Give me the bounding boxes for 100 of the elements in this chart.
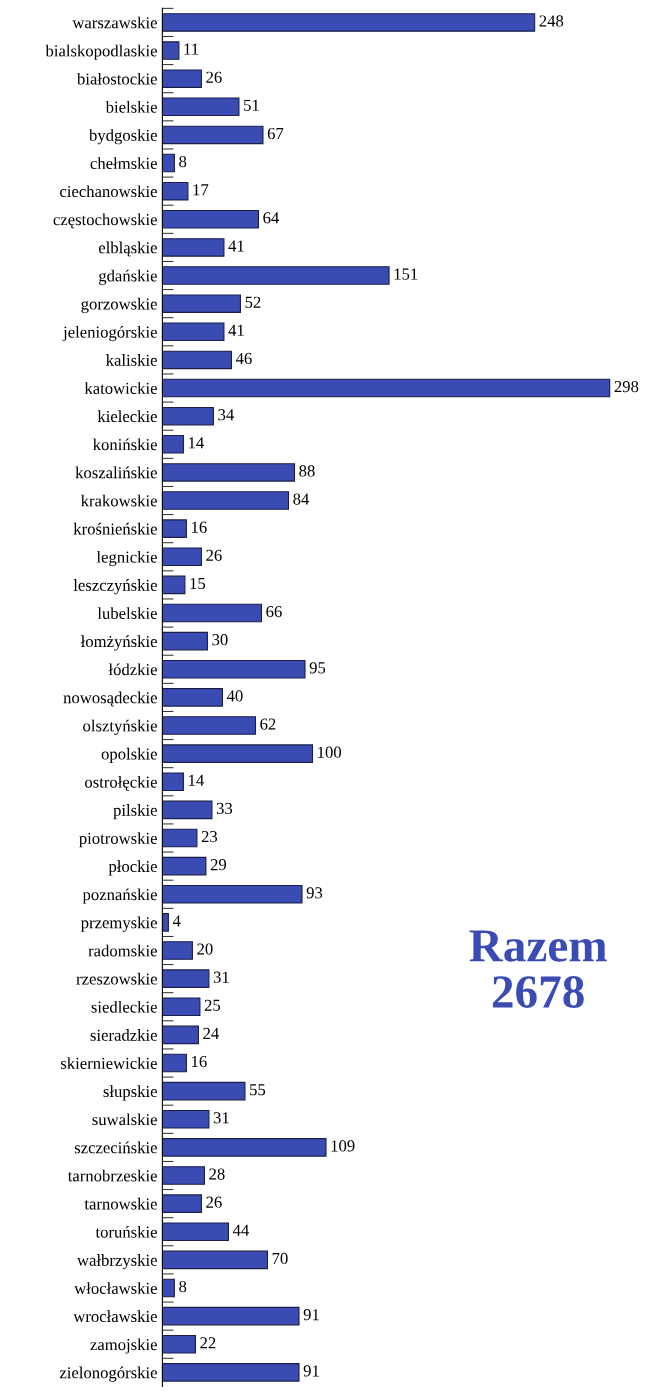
bar bbox=[162, 13, 536, 32]
bar bbox=[162, 181, 189, 201]
y-tick-label: tarnowskie bbox=[84, 1197, 157, 1210]
y-tick-label: nowosądeckie bbox=[63, 691, 157, 707]
bar bbox=[162, 435, 184, 454]
y-tick-label: gdańskie bbox=[98, 269, 157, 285]
data-label: 20 bbox=[197, 943, 213, 955]
bar bbox=[162, 1081, 246, 1101]
y-tick-label: szczecińskie bbox=[74, 1141, 157, 1154]
data-label: 26 bbox=[206, 71, 222, 83]
data-label: 16 bbox=[192, 521, 207, 533]
bar bbox=[162, 406, 214, 426]
bar bbox=[162, 266, 390, 285]
data-label: 51 bbox=[244, 99, 259, 111]
data-label: 14 bbox=[189, 437, 204, 449]
bar bbox=[162, 1053, 187, 1073]
data-label: 23 bbox=[201, 830, 218, 843]
bar bbox=[162, 350, 232, 370]
data-label: 30 bbox=[212, 634, 228, 646]
data-label: 24 bbox=[203, 1027, 219, 1039]
y-tick-label: jeleniogórskie bbox=[62, 325, 157, 342]
y-tick-label: olsztyńskie bbox=[83, 719, 157, 735]
y-tick-label: zielonogórskie bbox=[59, 1366, 157, 1382]
y-tick-label: pilskie bbox=[113, 804, 157, 820]
bar bbox=[162, 491, 290, 510]
data-label: 17 bbox=[193, 184, 209, 196]
data-label: 22 bbox=[200, 1337, 216, 1349]
y-tick-label: wałbrzyskie bbox=[77, 1254, 157, 1270]
bar bbox=[162, 210, 260, 229]
bar bbox=[162, 631, 208, 651]
data-label: 15 bbox=[190, 577, 206, 590]
data-label: 151 bbox=[394, 268, 418, 280]
bar bbox=[162, 1250, 269, 1270]
y-tick-label: siedleckie bbox=[91, 1000, 157, 1013]
bar bbox=[162, 856, 207, 876]
data-label: 52 bbox=[245, 296, 261, 308]
bar bbox=[162, 97, 240, 117]
bar bbox=[162, 828, 198, 848]
bar bbox=[162, 1278, 175, 1298]
bar bbox=[162, 1138, 327, 1157]
y-tick-label: ciechanowskie bbox=[60, 185, 157, 198]
y-tick-label: sieradzkie bbox=[90, 1029, 157, 1041]
bar bbox=[162, 659, 306, 679]
data-label: 8 bbox=[179, 155, 187, 168]
data-label: 62 bbox=[260, 718, 276, 730]
y-tick-label: katowickie bbox=[84, 382, 157, 394]
y-tick-label: legnickie bbox=[96, 550, 157, 567]
bar bbox=[162, 1194, 202, 1213]
bar bbox=[162, 997, 201, 1017]
y-tick-label: ostrołęckie bbox=[85, 775, 157, 791]
bar bbox=[162, 884, 303, 904]
y-tick-label: skierniewickie bbox=[61, 1057, 157, 1069]
data-label: 95 bbox=[309, 662, 326, 674]
y-tick-label: częstochowskie bbox=[53, 213, 157, 229]
y-tick-label: poznańskie bbox=[82, 888, 157, 904]
data-label: 41 bbox=[228, 240, 244, 252]
y-tick-label: opolskie bbox=[101, 747, 157, 763]
bar bbox=[162, 322, 225, 342]
annotation: Razem 2678 bbox=[469, 930, 607, 1008]
data-label: 70 bbox=[272, 1252, 288, 1265]
bar bbox=[162, 1306, 300, 1326]
y-tick-label: krośnieńskie bbox=[73, 522, 157, 535]
bar bbox=[162, 1109, 210, 1129]
y-tick-label: krakowskie bbox=[81, 494, 157, 507]
bar bbox=[162, 153, 175, 173]
data-label: 25 bbox=[204, 999, 221, 1011]
y-tick-label: warszawskie bbox=[72, 16, 157, 29]
bar bbox=[162, 744, 314, 763]
data-label: 34 bbox=[218, 409, 234, 421]
y-tick-label: elbląskie bbox=[98, 241, 157, 257]
bar bbox=[162, 1025, 199, 1045]
data-label: 28 bbox=[209, 1168, 225, 1180]
bar bbox=[162, 463, 296, 482]
data-label: 298 bbox=[614, 380, 639, 393]
data-label: 31 bbox=[213, 1112, 229, 1124]
bar bbox=[162, 1363, 300, 1382]
data-label: 91 bbox=[303, 1365, 319, 1377]
bar bbox=[162, 800, 213, 820]
data-label: 41 bbox=[228, 324, 244, 336]
bar bbox=[162, 603, 263, 623]
bar bbox=[162, 1334, 196, 1354]
y-tick-label: białostockie bbox=[76, 72, 157, 85]
y-tick-label: łomżyńskie bbox=[80, 635, 157, 651]
bar bbox=[162, 772, 184, 792]
bar bbox=[162, 519, 187, 538]
data-label: 29 bbox=[210, 859, 227, 871]
data-label: 64 bbox=[263, 212, 280, 224]
data-label: 16 bbox=[192, 1055, 207, 1068]
bar bbox=[162, 1166, 205, 1185]
data-label: 46 bbox=[235, 352, 252, 365]
data-label: 44 bbox=[232, 1224, 249, 1236]
data-label: 93 bbox=[306, 887, 323, 899]
y-tick-label: bialskopodlaskie bbox=[45, 44, 157, 60]
data-label: 26 bbox=[206, 549, 222, 561]
y-tick-label: łódzkie bbox=[108, 663, 157, 676]
y-tick-label: piotrowskie bbox=[79, 832, 157, 848]
data-label: 55 bbox=[250, 1084, 266, 1096]
y-tick-label: leszczyńskie bbox=[73, 579, 157, 595]
bar bbox=[162, 1222, 229, 1242]
data-label: 8 bbox=[179, 1280, 187, 1293]
